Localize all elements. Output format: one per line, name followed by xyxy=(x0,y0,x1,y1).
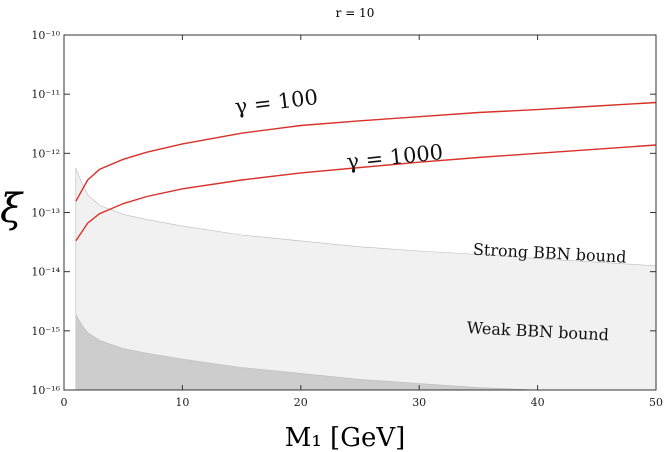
y-tick-label: 10⁻¹⁵ xyxy=(31,325,60,338)
line-layer xyxy=(75,101,657,242)
x-axis: 0 10 20 30 40 50 xyxy=(61,35,663,409)
area-layer xyxy=(75,167,657,391)
x-tick-label: 40 xyxy=(531,396,545,409)
chart-title: r = 10 xyxy=(336,6,375,20)
y-axis: 10⁻¹⁰ 10⁻¹¹ 10⁻¹² 10⁻¹³ 10⁻¹⁴ 10⁻¹⁵ 10⁻¹⁶ xyxy=(31,29,656,397)
x-tick-label: 10 xyxy=(175,396,189,409)
series-line-1 xyxy=(75,144,657,242)
x-tick-label: 20 xyxy=(294,396,308,409)
x-axis-label: M₁ [GeV] xyxy=(285,423,406,452)
series-line-0 xyxy=(75,101,657,202)
y-tick-label: 10⁻¹⁶ xyxy=(31,384,60,397)
y-tick-label: 10⁻¹⁴ xyxy=(31,266,60,279)
y-axis-label: ξ xyxy=(0,186,24,232)
area-2 xyxy=(75,167,657,391)
x-tick-label: 50 xyxy=(649,396,663,409)
y-tick-label: 10⁻¹² xyxy=(31,147,60,160)
y-tick-label: 10⁻¹¹ xyxy=(31,88,60,101)
x-tick-label: 0 xyxy=(61,396,68,409)
y-tick-label: 10⁻¹⁰ xyxy=(31,29,60,42)
y-tick-label: 10⁻¹³ xyxy=(31,207,60,220)
x-tick-label: 30 xyxy=(412,396,426,409)
annotation-0: γ = 100 xyxy=(233,85,319,119)
annotation-1: γ = 1000 xyxy=(345,140,444,174)
